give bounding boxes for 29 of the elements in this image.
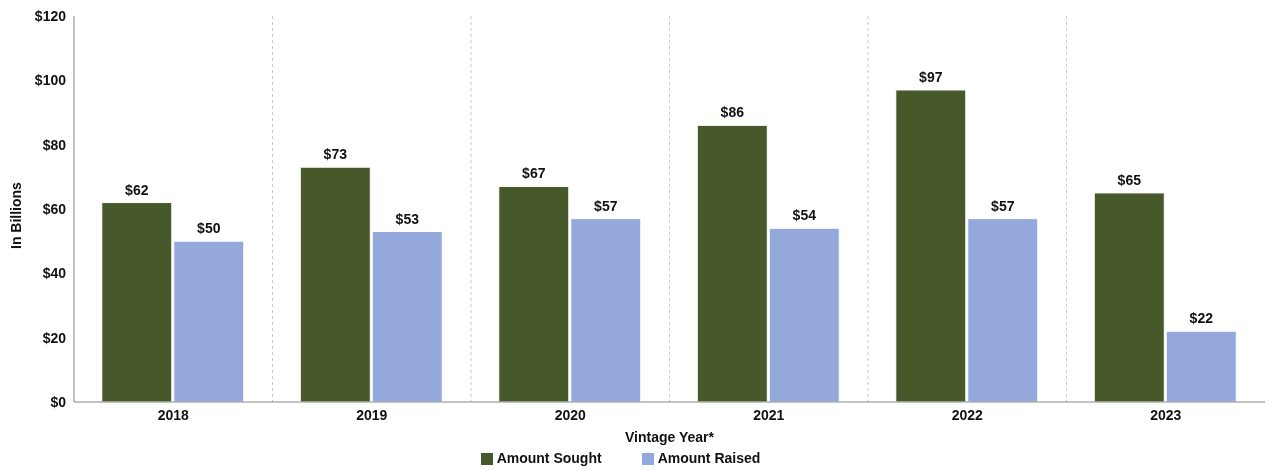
y-tick-label: $120: [34, 7, 67, 24]
legend-label: Amount Raised: [657, 450, 761, 466]
x-tick-label: 2023: [1150, 406, 1182, 423]
data-label: $57: [991, 197, 1015, 214]
data-label: $67: [522, 165, 546, 182]
data-label: $65: [1117, 171, 1142, 188]
y-tick-label: $60: [42, 200, 67, 217]
y-tick-label: $40: [42, 265, 67, 282]
data-label: $97: [919, 68, 943, 85]
data-label: $54: [792, 207, 817, 224]
y-tick-label: $100: [34, 72, 67, 89]
x-tick-label: 2021: [753, 406, 785, 423]
data-label: $22: [1189, 310, 1214, 327]
y-axis-title: In Billions: [7, 181, 24, 249]
y-tick-label: $20: [42, 329, 67, 346]
data-label: $62: [125, 181, 149, 198]
x-tick-label: 2019: [356, 406, 388, 423]
data-label: $53: [395, 210, 420, 227]
data-label: $86: [720, 104, 745, 121]
legend-label: Amount Sought: [496, 450, 602, 466]
data-label: $57: [594, 197, 618, 214]
x-tick-label: 2022: [951, 406, 984, 423]
data-label: $73: [323, 146, 348, 163]
y-tick-label: $0: [50, 393, 67, 410]
x-tick-label: 2018: [157, 406, 190, 423]
data-label: $50: [197, 220, 221, 237]
x-axis-title: Vintage Year*: [625, 429, 715, 445]
x-tick-label: 2020: [554, 406, 587, 423]
y-tick-label: $80: [42, 136, 67, 153]
